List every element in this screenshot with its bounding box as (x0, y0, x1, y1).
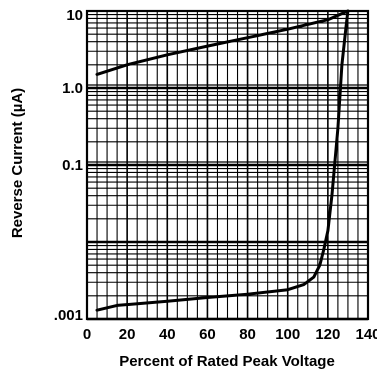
y-tick-label: .001 (54, 307, 83, 324)
plot-border (85, 9, 370, 321)
y-tick-label: 0.1 (62, 157, 83, 174)
series-line-2 (95, 9, 350, 312)
x-tick-label: 60 (199, 326, 216, 343)
x-tick-label: 20 (119, 326, 136, 343)
x-tick-label: 0 (83, 326, 91, 343)
y-tick-label: 1.0 (62, 80, 83, 97)
y-tick-labels: .001 0.1 1.0 10 (54, 7, 83, 324)
x-tick-label: 140 (355, 326, 377, 343)
x-tick-label: 80 (239, 326, 256, 343)
y-tick-label: 10 (66, 7, 83, 24)
x-tick-label: 120 (315, 326, 340, 343)
x-tick-label: 40 (159, 326, 176, 343)
series-line-1 (95, 9, 350, 76)
chart-grid (86, 11, 369, 321)
x-axis-label: Percent of Rated Peak Voltage (119, 353, 335, 370)
data-series (95, 9, 350, 312)
x-tick-label: 100 (275, 326, 300, 343)
y-axis-label: Reverse Current (µA) (9, 88, 26, 238)
plot-frame (85, 9, 370, 321)
x-tick-labels: 0 20 40 60 80 100 120 140 (83, 326, 377, 343)
